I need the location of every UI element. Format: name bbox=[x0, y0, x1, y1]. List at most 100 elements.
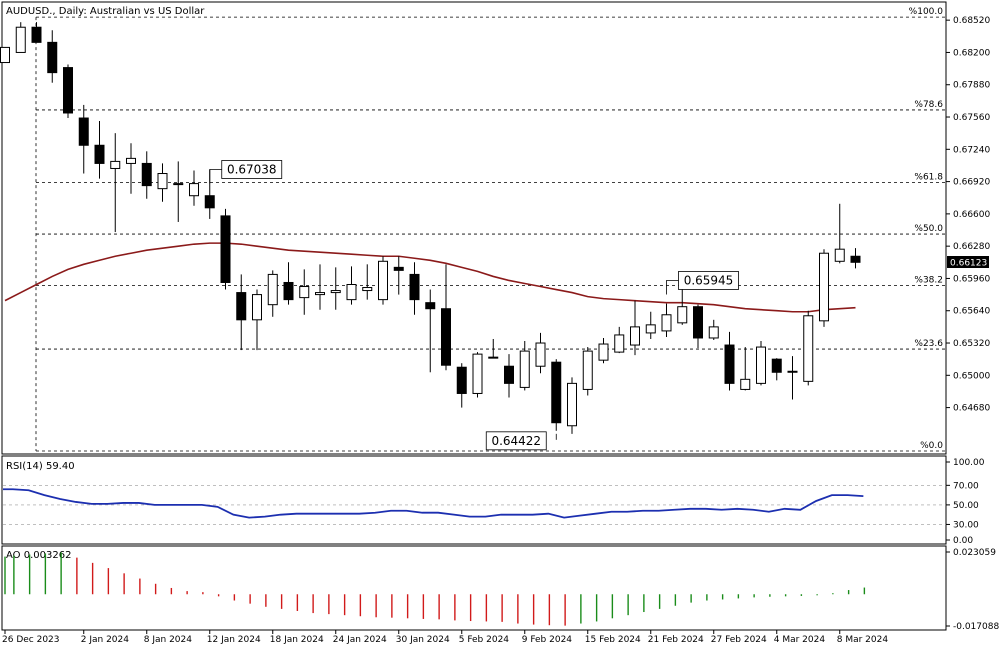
rsi-tick-label: 30.00 bbox=[953, 520, 979, 530]
candle[interactable] bbox=[267, 270, 278, 317]
bullish-candle-body bbox=[661, 314, 672, 332]
time-tick-label: 26 Dec 2023 bbox=[2, 635, 60, 645]
candle[interactable] bbox=[803, 310, 814, 386]
bearish-candle-body bbox=[63, 67, 73, 114]
candle[interactable] bbox=[472, 352, 483, 398]
candle[interactable] bbox=[567, 377, 577, 434]
time-tick-label: 21 Feb 2024 bbox=[648, 635, 704, 645]
candle[interactable] bbox=[456, 363, 467, 408]
candle[interactable] bbox=[504, 354, 514, 398]
annotation-leader bbox=[666, 280, 679, 295]
bullish-candle-body bbox=[740, 378, 751, 390]
candle[interactable] bbox=[315, 264, 325, 310]
candle[interactable] bbox=[173, 161, 184, 222]
candle[interactable] bbox=[299, 269, 310, 315]
price-tick-label: 0.66280 bbox=[953, 242, 990, 252]
bullish-candle-body bbox=[567, 382, 577, 427]
candle[interactable] bbox=[645, 311, 656, 339]
bullish-candle-body bbox=[346, 284, 357, 301]
bullish-candle-body bbox=[803, 315, 814, 382]
time-tick-label: 18 Jan 2024 bbox=[270, 635, 324, 645]
ao-tick-label: -0.017088 bbox=[953, 622, 999, 632]
candle[interactable] bbox=[110, 133, 121, 233]
bullish-candle-body bbox=[252, 294, 262, 321]
candle[interactable] bbox=[283, 262, 294, 305]
candle[interactable] bbox=[614, 326, 625, 354]
bearish-candle-body bbox=[693, 306, 703, 339]
candle[interactable] bbox=[157, 163, 168, 202]
bearish-candle-body bbox=[724, 344, 735, 384]
fib-level-label: %50.0 bbox=[914, 224, 943, 234]
bearish-candle-body bbox=[236, 292, 247, 321]
moving-average-layer bbox=[4, 242, 856, 313]
bearish-candle-body bbox=[220, 215, 231, 283]
candle[interactable] bbox=[220, 208, 231, 290]
candle[interactable] bbox=[740, 347, 751, 391]
candle[interactable] bbox=[425, 289, 436, 373]
candle[interactable] bbox=[551, 359, 562, 431]
bullish-candle-body bbox=[362, 287, 373, 292]
rsi-tick-label: 50.00 bbox=[953, 501, 979, 511]
ao-layer: 0.023059 -0.017088 bbox=[4, 548, 999, 632]
candle[interactable] bbox=[756, 341, 766, 386]
candle[interactable] bbox=[787, 356, 798, 400]
candle[interactable] bbox=[31, 22, 42, 43]
candle[interactable] bbox=[535, 332, 546, 374]
candle[interactable] bbox=[850, 248, 861, 269]
bullish-candle-body bbox=[315, 292, 325, 296]
candle[interactable] bbox=[441, 264, 451, 371]
price-tick-label: 0.66600 bbox=[953, 210, 990, 220]
candle[interactable] bbox=[252, 289, 262, 351]
candle[interactable] bbox=[15, 22, 26, 53]
candle[interactable] bbox=[378, 256, 388, 305]
current-price-marker bbox=[947, 256, 989, 269]
time-tick-label: 8 Jan 2024 bbox=[144, 635, 192, 645]
candle[interactable] bbox=[661, 303, 672, 337]
bearish-candle-body bbox=[456, 366, 467, 394]
candle[interactable] bbox=[78, 104, 89, 174]
candle[interactable] bbox=[582, 347, 593, 396]
candle[interactable] bbox=[630, 300, 640, 356]
candle[interactable] bbox=[771, 358, 782, 381]
price-axis: 0.68520 0.68200 0.67880 0.67560 0.67240 0.669… bbox=[946, 16, 990, 414]
bearish-candle-body bbox=[283, 281, 294, 301]
bullish-candle-body bbox=[630, 326, 640, 346]
candle[interactable] bbox=[598, 337, 609, 364]
bearish-candle-body bbox=[204, 195, 215, 209]
candle[interactable] bbox=[834, 203, 845, 264]
candle[interactable] bbox=[693, 304, 703, 349]
time-tick-label: 12 Jan 2024 bbox=[207, 635, 261, 645]
candle[interactable] bbox=[724, 331, 735, 391]
candle[interactable] bbox=[708, 319, 719, 340]
candle[interactable] bbox=[362, 264, 373, 300]
candle[interactable] bbox=[63, 64, 73, 119]
candle[interactable] bbox=[141, 151, 152, 199]
candle[interactable] bbox=[236, 274, 247, 351]
bullish-candle-body bbox=[677, 306, 688, 324]
annotation-label: 0.65945 bbox=[684, 273, 734, 287]
candle[interactable] bbox=[0, 46, 10, 64]
candle[interactable] bbox=[189, 170, 199, 206]
candles-layer[interactable] bbox=[0, 22, 861, 434]
fib-level-label: %23.6 bbox=[914, 339, 943, 349]
rsi-layer: 100.00 70.00 50.00 30.00 0.00 bbox=[3, 458, 985, 546]
candle[interactable] bbox=[519, 341, 530, 391]
candle[interactable] bbox=[393, 256, 404, 295]
bullish-candle-body bbox=[598, 343, 609, 361]
candle[interactable] bbox=[47, 30, 58, 83]
candle[interactable] bbox=[94, 121, 105, 179]
candle[interactable] bbox=[330, 267, 341, 310]
main-panel-frame bbox=[1, 1, 947, 455]
bearish-candle-body bbox=[47, 41, 58, 74]
candle[interactable] bbox=[126, 143, 136, 194]
candle[interactable] bbox=[409, 262, 420, 315]
rsi-line bbox=[3, 488, 864, 519]
moving-average-line bbox=[4, 242, 856, 313]
candle[interactable] bbox=[346, 266, 357, 305]
candle[interactable] bbox=[819, 249, 829, 327]
candle[interactable] bbox=[488, 338, 499, 359]
bearish-candle-body bbox=[94, 144, 105, 164]
time-tick-label: 8 Mar 2024 bbox=[837, 635, 889, 645]
